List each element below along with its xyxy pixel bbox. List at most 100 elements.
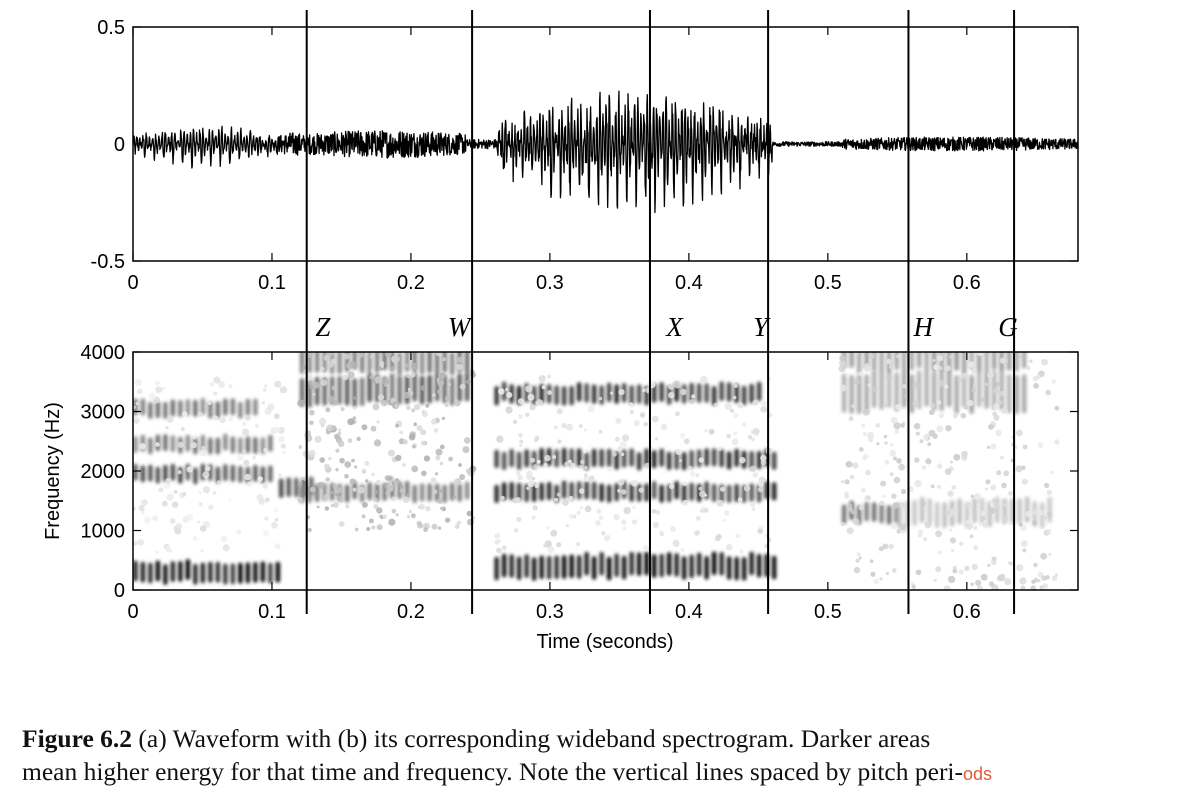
spectrogram-speckle <box>466 379 472 384</box>
spectrogram-speckle <box>935 530 942 538</box>
spectrogram-energy-mark <box>412 484 417 504</box>
spectrogram-energy-mark <box>185 399 191 416</box>
spectrogram-speckle <box>166 416 174 423</box>
spectrogram-energy-mark <box>223 433 228 451</box>
spectrogram-speckle <box>433 428 439 433</box>
spectrogram-speckle <box>856 552 861 557</box>
spectrogram-energy-mark <box>636 452 642 471</box>
spectrogram-energy-mark <box>576 555 582 579</box>
spectrogram-speckle <box>912 400 920 407</box>
spectrogram-speckle <box>884 522 888 527</box>
spectrogram-speckle <box>361 469 367 474</box>
spectrogram-speckle <box>1019 577 1027 585</box>
spectrogram-energy-mark <box>293 477 299 498</box>
spectrogram-speckle <box>506 392 513 398</box>
spectrogram-speckle <box>280 443 287 449</box>
spectrogram-energy-mark <box>644 448 649 467</box>
spectrogram-speckle <box>562 499 569 506</box>
spectrogram-speckle <box>912 381 920 389</box>
spectrogram-energy-mark <box>148 437 153 455</box>
spectrogram-speckle <box>1002 502 1007 507</box>
spectrogram-speckle <box>267 403 275 411</box>
spectrogram-speckle <box>938 412 945 418</box>
spectrogram-energy-mark <box>389 373 395 402</box>
spectrogram-speckle <box>888 543 894 550</box>
spectrogram-speckle <box>937 550 942 555</box>
spectrogram-speckle <box>236 453 244 461</box>
spectrogram-speckle <box>985 479 991 485</box>
spectrogram-speckle <box>1046 511 1053 517</box>
spectrogram-speckle <box>670 526 676 532</box>
spectrogram-speckle <box>980 517 984 521</box>
spectrogram-speckle <box>306 352 314 358</box>
spectrogram-speckle <box>263 447 268 453</box>
spectrogram-speckle <box>388 518 396 526</box>
spectrogram-speckle <box>282 450 286 455</box>
spectrogram-speckle <box>726 433 731 439</box>
spectrogram-energy-mark <box>636 384 642 404</box>
spectrogram-energy-mark <box>704 481 709 500</box>
spectrogram-speckle <box>928 429 936 437</box>
spectrogram-speckle <box>1054 439 1060 445</box>
spectrogram-speckle <box>598 515 604 520</box>
spectrogram-speckle <box>380 364 384 368</box>
spectrogram-energy-mark <box>576 382 582 402</box>
spectrogram-speckle <box>596 509 602 514</box>
spectrogram-speckle <box>927 442 932 447</box>
spectrogram-speckle <box>220 420 225 424</box>
spectrogram-speckle <box>886 374 892 381</box>
spectrogram-speckle <box>632 519 638 525</box>
spectrogram-speckle <box>969 534 974 539</box>
spectrogram-speckle <box>757 486 764 493</box>
spectrogram-speckle <box>376 507 383 514</box>
spectrogram-speckle <box>434 472 439 476</box>
spectrogram-energy-mark <box>976 352 982 373</box>
spectrogram-energy-mark <box>561 447 567 466</box>
spectrogram-speckle <box>683 438 690 445</box>
spectrogram-speckle <box>947 490 954 498</box>
spectrogram-speckle <box>898 463 905 471</box>
spectrogram-speckle <box>161 386 166 390</box>
spectrogram-speckle <box>402 439 408 445</box>
spectrogram-speckle <box>274 517 279 522</box>
spectrogram-energy-mark <box>614 553 619 578</box>
spectrogram-speckle <box>1038 509 1045 516</box>
spectrogram-speckle <box>351 458 355 463</box>
spectrogram-speckle <box>353 406 357 410</box>
spectrogram-speckle <box>431 523 438 530</box>
spectrogram-speckle <box>910 581 915 586</box>
spectrogram-energy-mark <box>442 484 447 503</box>
spectrogram-energy-mark <box>599 385 604 405</box>
spectrogram-energy-mark <box>621 555 627 580</box>
spectrogram-speckle <box>501 545 507 550</box>
spectrogram-energy-mark <box>689 450 694 469</box>
spectrogram-energy-mark <box>916 352 922 369</box>
spectrogram-energy-mark <box>924 352 929 371</box>
spectrogram-speckle <box>550 529 558 537</box>
spectrogram-speckle <box>883 434 888 439</box>
spectrogram-speckle <box>372 403 380 411</box>
spectrogram-speckle <box>970 494 974 498</box>
spectrogram-energy-mark <box>509 481 514 501</box>
spectrogram-energy-mark <box>674 553 679 577</box>
spectrogram-speckle <box>973 526 978 530</box>
spectrogram-speckle <box>464 437 471 444</box>
spectrogram-speckle <box>192 436 197 440</box>
spectrogram-speckle <box>720 486 726 492</box>
spectrogram-energy-mark <box>193 563 198 585</box>
spectrogram-speckle <box>760 459 767 466</box>
spectrogram-speckle <box>989 507 996 514</box>
spectrogram-energy-mark <box>133 560 138 582</box>
spectrogram-energy-mark <box>924 367 929 407</box>
spectrogram-speckle <box>973 383 978 388</box>
spectrogram-speckle <box>868 437 874 443</box>
spectrogram-speckle <box>848 416 854 422</box>
spectrogram-speckle <box>430 477 437 484</box>
spectrogram-speckle <box>892 456 897 461</box>
spectrogram-speckle <box>680 432 686 439</box>
spectrogram-speckle <box>876 442 880 446</box>
spectrogram-energy-mark <box>849 352 854 368</box>
spectrogram-speckle <box>342 374 349 381</box>
spectrogram-speckle <box>420 440 426 446</box>
spectrogram-speckle <box>323 493 330 501</box>
